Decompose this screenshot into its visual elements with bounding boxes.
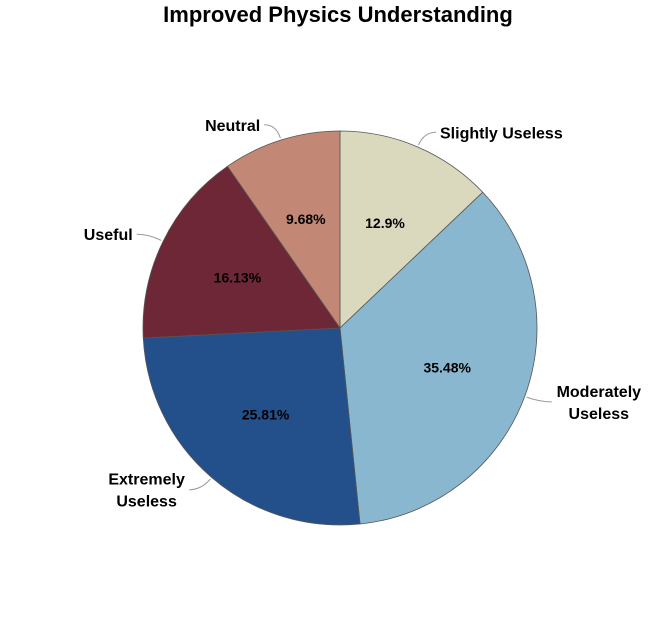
percent-label-extremely-useless: 25.81%: [242, 407, 290, 423]
pie-slice-useful: [142, 165, 341, 339]
pie-slice-neutral: [226, 130, 341, 330]
pie-slice-extremely-useless: [142, 327, 361, 526]
leader-line-moderately-useless: [526, 396, 552, 403]
category-label-neutral: Neutral: [205, 118, 260, 135]
category-label-slightly-useless: Slightly Useless: [440, 125, 563, 142]
leader-lines: [136, 124, 552, 491]
pie-slices: [142, 130, 538, 526]
category-label-useful: Useful: [84, 227, 133, 244]
category-label-extremely-useless: Extremely Useless: [108, 472, 185, 511]
pie-slice-slightly-useless: [339, 130, 484, 329]
percent-label-slightly-useless: 12.9%: [365, 215, 405, 231]
leader-line-slightly-useless: [418, 131, 437, 146]
percent-label-moderately-useless: 35.48%: [423, 360, 471, 376]
percent-label-useful: 16.13%: [214, 270, 262, 286]
category-labels: Slightly Useless Moderately Useless Extreme…: [84, 118, 641, 511]
category-label-moderately-useless: Moderately Useless: [557, 384, 642, 423]
percentage-labels: 12.9% 35.48% 25.81% 16.13% 9.68%: [214, 211, 472, 423]
percent-label-neutral: 9.68%: [286, 211, 326, 227]
leader-line-extremely-useless: [189, 478, 211, 491]
pie-slice-moderately-useless: [339, 191, 538, 525]
leader-line-neutral: [264, 124, 281, 139]
leader-line-useful: [136, 233, 162, 241]
chart-title: Improved Physics Understanding: [163, 2, 513, 27]
